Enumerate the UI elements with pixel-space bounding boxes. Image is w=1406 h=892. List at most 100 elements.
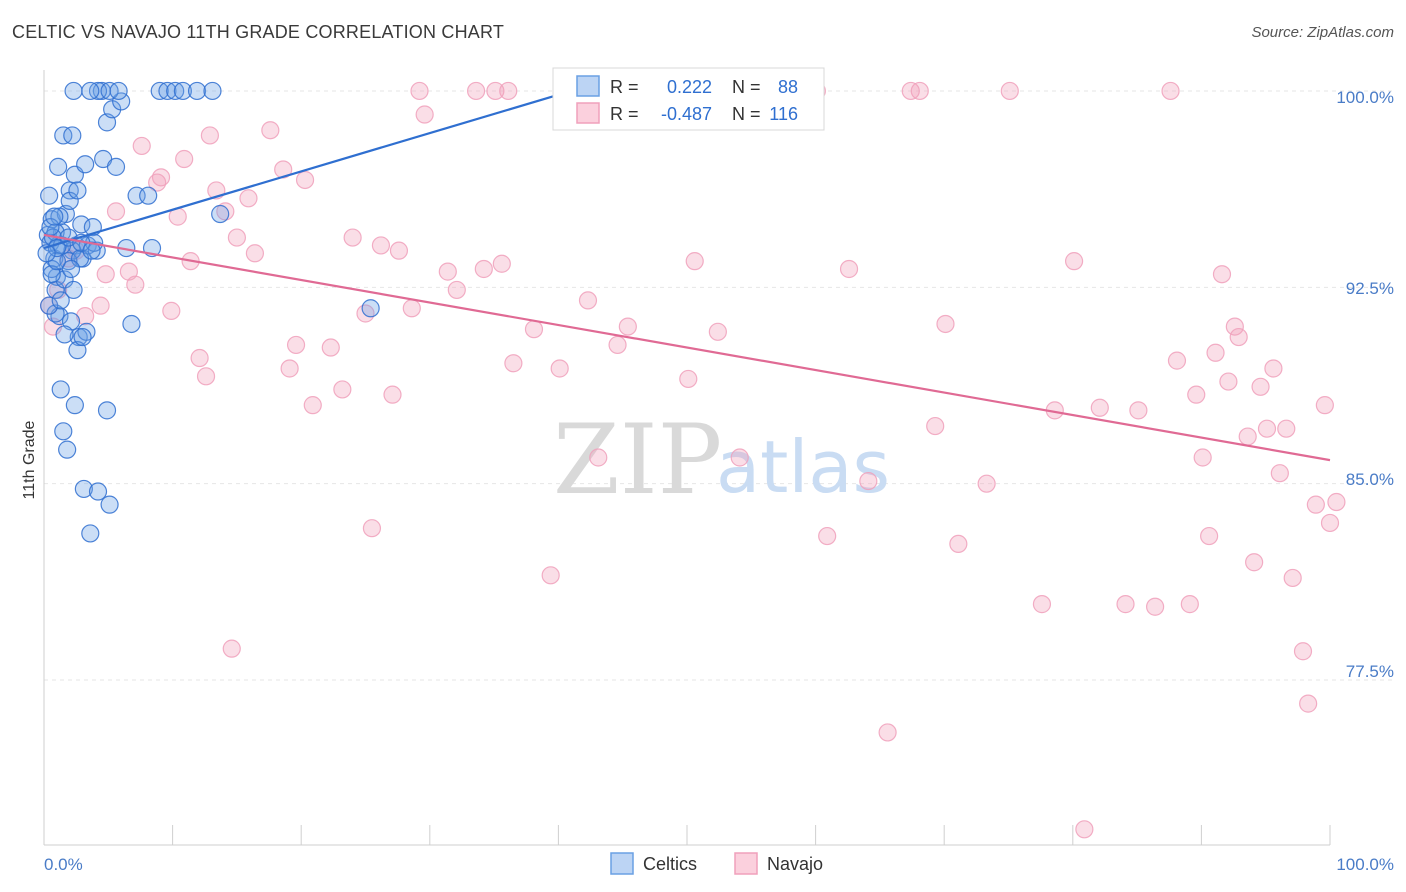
navajo-point-101 [1219, 372, 1238, 391]
y-tick-label-100: 100.0% [1336, 88, 1394, 107]
navajo-point-111 [1299, 694, 1318, 713]
legend-r-label-navajo: R = [610, 104, 639, 124]
series-legend: Celtics Navajo [610, 852, 823, 875]
navajo-point-19 [196, 367, 216, 386]
navajo-point-37 [362, 519, 382, 538]
navajo-point-110 [1293, 642, 1313, 661]
y-tick-label-92-5: 92.5% [1346, 279, 1394, 298]
navajo-point-26 [245, 244, 265, 263]
celtics-point-41 [81, 81, 100, 101]
navajo-point-105 [1257, 419, 1277, 438]
navajo-point-92 [1167, 351, 1187, 370]
navajo-point-98 [1212, 265, 1232, 284]
navajo-point-34 [333, 380, 352, 399]
legend-n-label-celtics: N = [732, 77, 761, 97]
x-tick-label-min: 0.0% [44, 855, 83, 874]
celtics-point-47 [166, 81, 185, 101]
y-tick-label-77-5: 77.5% [1346, 662, 1394, 681]
navajo-point-23 [222, 639, 241, 658]
navajo-point-85 [1064, 252, 1084, 271]
celtics-point-52 [51, 380, 70, 399]
navajo-point-22 [216, 202, 235, 221]
chart-source: Source: ZipAtlas.com [1251, 24, 1394, 41]
navajo-point-11 [132, 136, 151, 156]
navajo-point-14 [162, 301, 181, 320]
celtics-point-49 [187, 81, 207, 101]
y-tick-label-85: 85.0% [1346, 470, 1394, 489]
navajo-point-74 [859, 471, 878, 491]
watermark: ZIP atlas [553, 404, 890, 516]
celtics-point-55 [54, 422, 73, 441]
navajo-point-57 [608, 335, 627, 355]
navajo-point-25 [239, 189, 258, 208]
navajo-point-107 [1270, 464, 1289, 483]
watermark-zip: ZIP [553, 404, 722, 516]
celtics-point-77 [73, 327, 92, 347]
celtics-point-18 [72, 215, 91, 234]
navajo-point-20 [200, 126, 219, 145]
celtics-point-84 [82, 241, 101, 260]
navajo-point-7 [96, 265, 115, 284]
navajo-point-95 [1193, 448, 1212, 467]
navajo-point-75 [878, 723, 897, 742]
navajo-point-39 [383, 385, 402, 404]
navajo-point-52 [524, 320, 544, 339]
navajo-point-88 [1116, 595, 1135, 614]
celtics-point-3 [40, 186, 59, 205]
navajo-point-89 [1129, 401, 1148, 420]
navajo-point-62 [679, 369, 698, 389]
navajo-point-72 [818, 526, 837, 546]
bottom-legend-label-navajo: Navajo [767, 854, 823, 874]
navajo-point-63 [685, 252, 704, 271]
navajo-point-90 [1146, 597, 1165, 616]
celtics-point-56 [58, 440, 77, 459]
navajo-point-106 [1264, 359, 1283, 378]
celtics-point-66 [64, 280, 83, 300]
celtics-point-45 [150, 81, 169, 101]
navajo-point-10 [126, 275, 145, 294]
legend-swatch-celtics [576, 75, 600, 97]
navajo-point-30 [286, 335, 306, 355]
navajo-point-56 [589, 448, 608, 467]
navajo-point-43 [415, 105, 434, 124]
bottom-legend-swatch-navajo [734, 852, 758, 875]
navajo-point-86 [1075, 820, 1094, 839]
navajo-point-24 [227, 228, 246, 247]
celtics-point-33 [106, 157, 126, 176]
grid-layer [44, 90, 1394, 681]
navajo-point-94 [1187, 385, 1206, 404]
celtics-point-48 [173, 81, 192, 101]
navajo-point-48 [486, 81, 505, 101]
navajo-point-47 [474, 259, 493, 279]
navajo-point-65 [730, 448, 749, 467]
navajo-point-27 [261, 121, 280, 140]
legend-r-value-celtics: 0.222 [667, 77, 712, 97]
navajo-point-29 [280, 359, 299, 378]
navajo-point-50 [499, 81, 518, 101]
legend-n-value-celtics: 88 [778, 77, 798, 97]
bottom-legend-swatch-celtics [610, 852, 634, 875]
celtics-point-11 [49, 157, 68, 176]
celtics-point-72 [40, 296, 59, 315]
navajo-point-104 [1251, 377, 1270, 396]
navajo-point-49 [492, 254, 511, 273]
celtics-point-82 [51, 291, 70, 310]
navajo-point-73 [839, 259, 859, 279]
celtics-point-57 [74, 479, 93, 499]
navajo-point-108 [1277, 419, 1296, 438]
navajo-point-31 [295, 170, 315, 190]
navajo-trendline [43, 233, 1331, 462]
points-layer [37, 81, 1346, 839]
navajo-point-13 [148, 173, 167, 192]
navajo-point-96 [1200, 526, 1219, 546]
celtics-point-40 [64, 81, 83, 101]
celtics-point-59 [100, 495, 119, 514]
navajo-point-83 [1032, 595, 1052, 614]
navajo-point-79 [936, 314, 955, 334]
celtics-point-46 [158, 81, 177, 101]
y-axis-label: 11th Grade [21, 420, 38, 499]
celtics-point-54 [97, 401, 117, 420]
navajo-point-91 [1161, 81, 1180, 101]
legend-r-value-navajo: -0.487 [661, 104, 712, 124]
